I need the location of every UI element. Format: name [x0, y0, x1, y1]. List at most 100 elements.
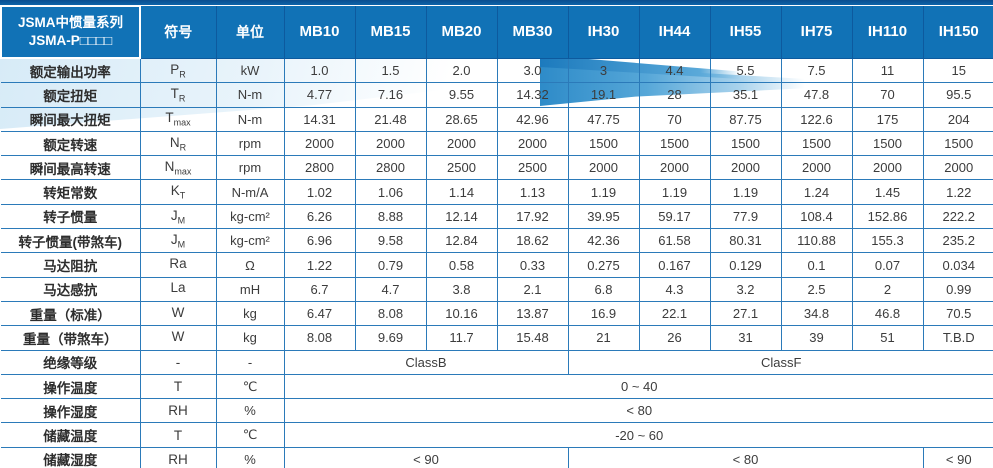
value-cell: 122.6	[780, 106, 853, 132]
value-cell: 1500	[567, 130, 640, 157]
header-row: JSMA中惯量系列 JSMA-P□□□□ 符号 单位 MB10 MB15 MB2…	[0, 5, 993, 59]
value-cell: T.B.D	[922, 325, 993, 351]
merged-value-cell: -20 ~ 60	[283, 422, 993, 448]
value-cell: 39	[780, 325, 853, 351]
series-title: JSMA中惯量系列 JSMA-P□□□□	[0, 5, 141, 59]
table-row: 额定扭矩 TR N-m 4.77 7.16 9.55 14.32 19.1 28…	[1, 82, 993, 108]
value-cell: 2000	[922, 155, 993, 181]
value-cell: 0.034	[922, 252, 993, 278]
symbol-cell: RH	[139, 446, 217, 468]
value-cell: 19.1	[567, 82, 640, 108]
unit-cell: -	[215, 349, 285, 375]
value-cell: 2.1	[496, 276, 569, 302]
column-header-model: IH150	[922, 6, 993, 59]
value-cell: 0.99	[922, 276, 993, 302]
unit-cell: N-m	[215, 106, 285, 132]
merged-value-cell: < 90	[922, 446, 993, 468]
value-cell: 9.69	[354, 325, 427, 351]
value-cell: 1.02	[283, 179, 356, 205]
unit-cell: mH	[215, 276, 285, 302]
value-cell: 2	[851, 276, 924, 302]
value-cell: 4.7	[354, 276, 427, 302]
symbol-cell: La	[139, 276, 217, 302]
value-cell: 175	[851, 106, 924, 132]
table-row: 重量（带煞车） W kg 8.08 9.69 11.7 15.48 21 26 …	[1, 325, 993, 351]
value-cell: 14.31	[283, 106, 356, 132]
row-label: 额定扭矩	[1, 82, 141, 108]
row-label: 操作温度	[1, 373, 141, 400]
table-row: 储藏湿度 RH % < 90 < 80 < 90	[1, 446, 993, 468]
table-row: 储藏温度 T ℃ -20 ~ 60	[1, 422, 993, 448]
unit-cell: rpm	[215, 155, 285, 181]
motor-spec-table: JSMA中惯量系列 JSMA-P□□□□ 符号 单位 MB10 MB15 MB2…	[0, 5, 993, 468]
unit-cell: %	[215, 446, 285, 468]
column-header-model: IH110	[851, 6, 923, 59]
value-cell: 110.88	[780, 228, 853, 254]
series-title-line2: JSMA-P□□□□	[28, 33, 113, 48]
value-cell: 2000	[709, 155, 782, 181]
symbol-cell: Tmax	[139, 106, 217, 132]
table-row: 瞬间最大扭矩 Tmax N-m 14.31 21.48 28.65 42.96 …	[1, 106, 993, 132]
value-cell: 4.3	[638, 276, 711, 302]
table-row: 马达阻抗 Ra Ω 1.22 0.79 0.58 0.33 0.275 0.16…	[1, 252, 993, 278]
value-cell: 2000	[851, 155, 924, 181]
value-cell: 2800	[354, 155, 427, 181]
row-label: 瞬间最大扭矩	[1, 106, 141, 132]
value-cell: 0.79	[354, 252, 427, 278]
value-cell: 1.5	[354, 57, 427, 84]
value-cell: 9.55	[425, 82, 498, 108]
value-cell: 3.0	[496, 57, 569, 84]
value-cell: 6.96	[283, 228, 356, 254]
value-cell: 2000	[567, 155, 640, 181]
value-cell: 12.14	[425, 203, 498, 230]
value-cell: 2800	[283, 155, 356, 181]
value-cell: 17.92	[496, 203, 569, 230]
value-cell: 27.1	[709, 300, 782, 327]
row-label: 转矩常数	[1, 179, 141, 205]
value-cell: 0.33	[496, 252, 569, 278]
value-cell: 2000	[283, 130, 356, 157]
value-cell: 21.48	[354, 106, 427, 132]
value-cell: 13.87	[496, 300, 569, 327]
column-header-model: IH55	[709, 6, 781, 59]
merged-value-cell: 0 ~ 40	[283, 373, 993, 400]
value-cell: 12.84	[425, 228, 498, 254]
row-label: 马达阻抗	[1, 252, 141, 278]
value-cell: 2000	[638, 155, 711, 181]
value-cell: 2000	[354, 130, 427, 157]
column-header-model: MB20	[425, 6, 497, 59]
value-cell: 0.58	[425, 252, 498, 278]
value-cell: 51	[851, 325, 924, 351]
value-cell: 39.95	[567, 203, 640, 230]
unit-cell: rpm	[215, 130, 285, 157]
value-cell: 1500	[851, 130, 924, 157]
top-accent-strip	[0, 0, 993, 5]
row-label: 转子惯量	[1, 203, 141, 230]
unit-cell: kg-cm²	[215, 203, 285, 230]
value-cell: 70	[638, 106, 711, 132]
column-header-symbol: 符号	[139, 6, 216, 59]
value-cell: 3.2	[709, 276, 782, 302]
value-cell: 0.1	[780, 252, 853, 278]
unit-cell: ℃	[215, 373, 285, 400]
value-cell: 204	[922, 106, 993, 132]
value-cell: 34.8	[780, 300, 853, 327]
row-label: 转子惯量(带煞车)	[1, 228, 141, 254]
value-cell: 0.129	[709, 252, 782, 278]
symbol-cell: TR	[139, 82, 217, 108]
value-cell: 222.2	[922, 203, 993, 230]
value-cell: 28.65	[425, 106, 498, 132]
table-row: 瞬间最高转速 Nmax rpm 2800 2800 2500 2500 2000…	[1, 155, 993, 181]
value-cell: 8.88	[354, 203, 427, 230]
value-cell: 18.62	[496, 228, 569, 254]
table-row: 绝缘等级 - - ClassB ClassF	[1, 349, 993, 375]
value-cell: 87.75	[709, 106, 782, 132]
symbol-cell: W	[139, 300, 217, 327]
row-label: 瞬间最高转速	[1, 155, 141, 181]
unit-cell: kg	[215, 325, 285, 351]
merged-value-cell: ClassB	[283, 349, 569, 375]
value-cell: 7.5	[780, 57, 853, 84]
unit-cell: kg	[215, 300, 285, 327]
value-cell: 77.9	[709, 203, 782, 230]
